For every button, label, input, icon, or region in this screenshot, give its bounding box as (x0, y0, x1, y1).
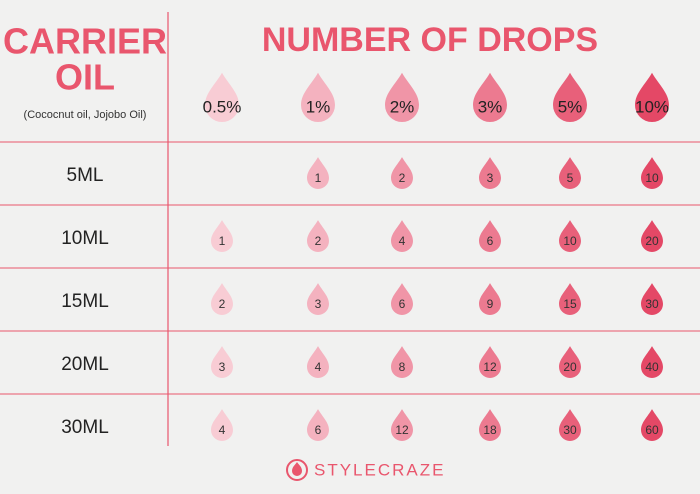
cell-value: 8 (399, 360, 406, 374)
cell-value: 2 (315, 234, 322, 248)
header-drop (301, 72, 335, 122)
header-drop (553, 72, 587, 122)
drop (479, 409, 501, 441)
drop (559, 409, 581, 441)
drop (641, 157, 663, 189)
cell-value: 18 (483, 423, 497, 437)
cell-value: 20 (645, 234, 659, 248)
drop (307, 220, 329, 252)
cell-value: 1 (315, 171, 322, 185)
column-label: 2% (390, 97, 415, 116)
brand: STYLECRAZE (314, 460, 445, 479)
columns-title: NUMBER OF DROPS (262, 21, 598, 59)
cell-value: 2 (399, 171, 406, 185)
logo-ring (286, 459, 308, 481)
drop (307, 157, 329, 189)
cell-value: 30 (563, 423, 577, 437)
drop (559, 220, 581, 252)
row-label: 5ML (67, 165, 104, 186)
cell-value: 4 (219, 423, 226, 437)
drop (641, 346, 663, 378)
cell-value: 3 (315, 297, 322, 311)
cell-value: 20 (563, 360, 577, 374)
drop (307, 283, 329, 315)
cell-value: 1 (219, 234, 226, 248)
drop (559, 157, 581, 189)
drop (307, 346, 329, 378)
cell-value: 3 (487, 171, 494, 185)
cell-value: 4 (399, 234, 406, 248)
drop (391, 283, 413, 315)
row-label: 30ML (61, 417, 109, 438)
header-drop (473, 72, 507, 122)
cell-value: 4 (315, 360, 322, 374)
drop (391, 220, 413, 252)
cell-value: 9 (487, 297, 494, 311)
cell-value: 12 (483, 360, 497, 374)
drop (211, 409, 233, 441)
cell-value: 60 (645, 423, 659, 437)
row-label: 20ML (61, 354, 109, 375)
drop (391, 157, 413, 189)
row-label: 15ML (61, 291, 109, 312)
column-label: 5% (558, 97, 583, 116)
header-drop (205, 72, 239, 122)
header-drop (385, 72, 419, 122)
drop (211, 346, 233, 378)
drop (641, 283, 663, 315)
column-label: 0.5% (203, 97, 242, 116)
cell-value: 6 (487, 234, 494, 248)
drop (479, 346, 501, 378)
cell-value: 6 (315, 423, 322, 437)
cell-value: 6 (399, 297, 406, 311)
cell-value: 40 (645, 360, 659, 374)
cell-value: 3 (219, 360, 226, 374)
header-drop (635, 72, 669, 122)
subtitle: (Cococnut oil, Jojobo Oil) (24, 109, 147, 121)
cell-value: 5 (567, 171, 574, 185)
cell-value: 12 (395, 423, 409, 437)
drop (391, 409, 413, 441)
row-label: 10ML (61, 228, 109, 249)
drop (559, 346, 581, 378)
column-label: 3% (478, 97, 503, 116)
cell-value: 10 (563, 234, 577, 248)
drop (641, 409, 663, 441)
column-label: 1% (306, 97, 331, 116)
drop (211, 220, 233, 252)
drop (391, 346, 413, 378)
cell-value: 30 (645, 297, 659, 311)
drop (211, 283, 233, 315)
column-label: 10% (635, 97, 669, 116)
footer-logo (286, 459, 308, 481)
cell-value: 10 (645, 171, 659, 185)
cell-value: 2 (219, 297, 226, 311)
drop (559, 283, 581, 315)
logo-drop (292, 462, 302, 476)
drop (479, 157, 501, 189)
drop (479, 283, 501, 315)
drop (479, 220, 501, 252)
drop (641, 220, 663, 252)
title-line: OIL (55, 57, 115, 98)
cell-value: 15 (563, 297, 577, 311)
drop (307, 409, 329, 441)
title-line: CARRIER (3, 21, 167, 62)
